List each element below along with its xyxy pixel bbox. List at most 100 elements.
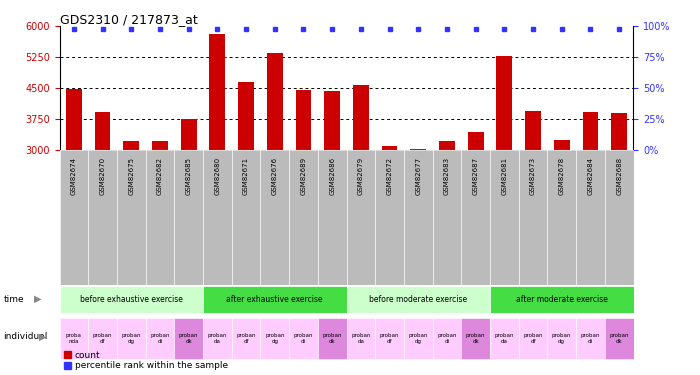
- Text: GSM82674: GSM82674: [71, 157, 77, 195]
- Text: GSM82683: GSM82683: [444, 157, 450, 195]
- Bar: [346, 286, 490, 313]
- Text: GSM82676: GSM82676: [272, 157, 278, 195]
- Text: GSM82685: GSM82685: [186, 157, 192, 195]
- Bar: [152, 141, 168, 150]
- Bar: [232, 318, 260, 359]
- Text: proban
dk: proban dk: [466, 333, 485, 344]
- Bar: [582, 112, 598, 150]
- Bar: [66, 88, 82, 150]
- Bar: [404, 150, 433, 285]
- Bar: [525, 111, 541, 150]
- Bar: [433, 318, 461, 359]
- Legend: count, percentile rank within the sample: count, percentile rank within the sample: [64, 351, 228, 370]
- Text: ▶: ▶: [34, 294, 41, 304]
- Bar: [496, 56, 512, 150]
- Bar: [60, 150, 88, 285]
- Bar: [238, 82, 254, 150]
- Text: proban
df: proban df: [237, 333, 256, 344]
- Bar: [490, 318, 519, 359]
- Text: GSM82677: GSM82677: [415, 157, 421, 195]
- Bar: [295, 90, 312, 150]
- Bar: [203, 318, 232, 359]
- Bar: [410, 149, 426, 150]
- Text: before exhaustive exercise: before exhaustive exercise: [80, 295, 183, 304]
- Text: GSM82680: GSM82680: [214, 157, 220, 195]
- Bar: [346, 150, 375, 285]
- Text: GSM82671: GSM82671: [243, 157, 249, 195]
- Text: proban
dg: proban dg: [265, 333, 284, 344]
- Bar: [60, 286, 203, 313]
- Text: GSM82678: GSM82678: [559, 157, 565, 195]
- Text: proban
df: proban df: [524, 333, 542, 344]
- Bar: [404, 318, 433, 359]
- Text: proban
di: proban di: [438, 333, 456, 344]
- Bar: [260, 150, 289, 285]
- Bar: [88, 318, 117, 359]
- Bar: [439, 141, 455, 150]
- Text: proban
di: proban di: [150, 333, 169, 344]
- Bar: [611, 113, 627, 150]
- Text: proban
dk: proban dk: [179, 333, 198, 344]
- Bar: [554, 140, 570, 150]
- Bar: [490, 286, 634, 313]
- Text: after exhaustive exercise: after exhaustive exercise: [226, 295, 323, 304]
- Bar: [318, 150, 346, 285]
- Bar: [267, 54, 283, 150]
- Text: proba
nda: proba nda: [66, 333, 82, 344]
- Text: GSM82688: GSM82688: [616, 157, 622, 195]
- Bar: [123, 141, 139, 150]
- Text: GSM82689: GSM82689: [300, 157, 307, 195]
- Bar: [260, 318, 289, 359]
- Bar: [203, 150, 232, 285]
- Text: proban
df: proban df: [93, 333, 112, 344]
- Bar: [547, 318, 576, 359]
- Bar: [605, 318, 634, 359]
- Text: GDS2310 / 217873_at: GDS2310 / 217873_at: [60, 13, 197, 26]
- Bar: [174, 150, 203, 285]
- Bar: [60, 318, 88, 359]
- Text: GSM82670: GSM82670: [99, 157, 106, 195]
- Bar: [519, 318, 547, 359]
- Bar: [324, 92, 340, 150]
- Bar: [146, 150, 174, 285]
- Bar: [519, 150, 547, 285]
- Bar: [174, 318, 203, 359]
- Bar: [318, 318, 346, 359]
- Bar: [289, 150, 318, 285]
- Text: GSM82675: GSM82675: [128, 157, 134, 195]
- Text: GSM82672: GSM82672: [386, 157, 393, 195]
- Text: GSM82682: GSM82682: [157, 157, 163, 195]
- Text: proban
dg: proban dg: [409, 333, 428, 344]
- Bar: [232, 150, 260, 285]
- Bar: [117, 318, 146, 359]
- Bar: [461, 318, 490, 359]
- Bar: [88, 150, 117, 285]
- Text: GSM82681: GSM82681: [501, 157, 508, 195]
- Text: individual: individual: [4, 332, 48, 341]
- Bar: [382, 146, 398, 150]
- Text: proban
dg: proban dg: [122, 333, 141, 344]
- Text: after moderate exercise: after moderate exercise: [516, 295, 608, 304]
- Text: proban
df: proban df: [380, 333, 399, 344]
- Bar: [289, 318, 318, 359]
- Bar: [433, 150, 461, 285]
- Bar: [468, 132, 484, 150]
- Bar: [375, 150, 404, 285]
- Text: ▶: ▶: [39, 332, 47, 342]
- Text: GSM82679: GSM82679: [358, 157, 364, 195]
- Bar: [576, 150, 605, 285]
- Bar: [117, 150, 146, 285]
- Bar: [181, 118, 197, 150]
- Bar: [94, 112, 111, 150]
- Text: proban
di: proban di: [581, 333, 600, 344]
- Text: GSM82673: GSM82673: [530, 157, 536, 195]
- Text: proban
dk: proban dk: [610, 333, 629, 344]
- Text: time: time: [4, 295, 24, 304]
- Bar: [346, 318, 375, 359]
- Text: proban
dg: proban dg: [552, 333, 571, 344]
- Text: GSM82686: GSM82686: [329, 157, 335, 195]
- Bar: [375, 318, 404, 359]
- Text: proban
da: proban da: [351, 333, 370, 344]
- Bar: [461, 150, 490, 285]
- Bar: [146, 318, 174, 359]
